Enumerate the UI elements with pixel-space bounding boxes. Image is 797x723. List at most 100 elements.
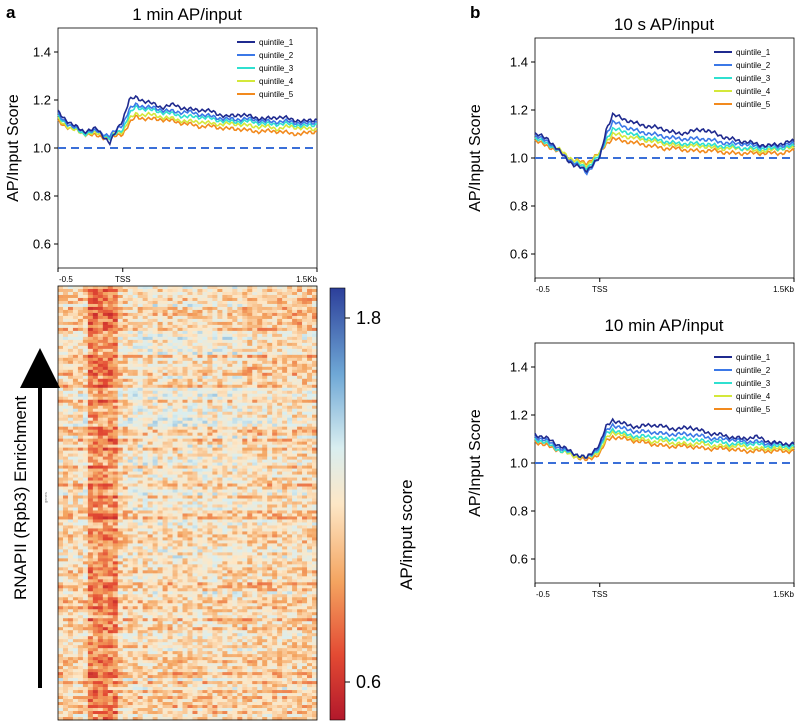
heatmap-cell xyxy=(262,510,268,514)
heatmap-cell xyxy=(212,555,218,559)
heatmap-cell xyxy=(242,480,248,484)
heatmap-cell xyxy=(282,447,288,451)
heatmap-cell xyxy=(82,543,89,547)
heatmap-cell xyxy=(307,414,313,418)
heatmap-cell xyxy=(267,507,273,511)
heatmap-cell xyxy=(277,534,283,538)
heatmap-cell xyxy=(192,474,198,478)
heatmap-cell xyxy=(167,441,173,445)
heatmap-cell xyxy=(162,555,168,559)
heatmap-cell xyxy=(107,546,114,550)
heatmap-cell xyxy=(172,420,178,424)
heatmap-cell xyxy=(157,378,163,383)
heatmap-cell xyxy=(187,564,193,568)
heatmap-cell xyxy=(157,381,163,386)
heatmap-cell xyxy=(207,378,213,383)
heatmap-cell xyxy=(157,537,163,541)
heatmap-cell xyxy=(112,390,119,395)
heatmap-cell xyxy=(232,564,238,568)
heatmap-cell xyxy=(192,345,198,350)
heatmap-cell xyxy=(167,417,173,421)
heatmap-cell xyxy=(257,459,263,463)
heatmap-cell xyxy=(272,315,278,320)
heatmap-cell xyxy=(112,291,119,296)
heatmap-cell xyxy=(197,309,203,314)
heatmap-cell xyxy=(102,381,109,386)
heatmap-cell xyxy=(292,390,298,395)
heatmap-cell xyxy=(217,402,223,407)
heatmap-cell xyxy=(237,318,243,323)
heatmap-cell xyxy=(297,357,303,362)
heatmap-cell xyxy=(177,357,183,362)
heatmap-cell xyxy=(242,525,248,529)
heatmap-cell xyxy=(102,345,109,350)
heatmap-cell xyxy=(222,543,228,547)
heatmap-cell xyxy=(282,432,288,436)
heatmap-cell xyxy=(282,510,288,514)
heatmap-cell xyxy=(182,498,188,502)
heatmap-cell xyxy=(212,528,218,532)
heatmap-cell xyxy=(312,495,318,499)
heatmap-cell xyxy=(137,345,143,350)
heatmap-cell xyxy=(157,510,163,514)
heatmap-cell xyxy=(232,471,238,475)
heatmap-cell xyxy=(232,420,238,424)
heatmap-cell xyxy=(222,438,228,442)
heatmap-cell xyxy=(262,312,268,317)
heatmap-cell xyxy=(277,324,283,329)
heatmap-cell xyxy=(217,519,223,523)
heatmap-cell xyxy=(207,291,213,296)
heatmap-cell xyxy=(297,369,303,374)
heatmap-cell xyxy=(312,507,318,511)
heatmap-cell xyxy=(102,426,109,430)
heatmap-cell xyxy=(67,420,74,424)
heatmap-cell xyxy=(58,351,64,356)
heatmap-cell xyxy=(222,465,228,469)
heatmap-cell xyxy=(62,483,69,487)
heatmap-cell xyxy=(232,513,238,517)
heatmap-cell xyxy=(197,369,203,374)
heatmap-cell xyxy=(142,309,148,314)
heatmap-cell xyxy=(97,345,104,350)
heatmap-cell xyxy=(157,303,163,308)
heatmap-cell xyxy=(297,429,303,433)
heatmap-cell xyxy=(287,300,293,305)
heatmap-cell xyxy=(62,381,69,386)
heatmap-cell xyxy=(192,306,198,311)
heatmap-cell xyxy=(107,468,114,472)
heatmap-cell xyxy=(222,462,228,466)
heatmap-cell xyxy=(257,450,263,454)
heatmap-cell xyxy=(77,510,84,514)
heatmap-cell xyxy=(247,318,253,323)
heatmap-cell xyxy=(307,348,313,353)
heatmap-cell xyxy=(267,306,273,311)
heatmap-cell xyxy=(172,372,178,377)
heatmap-cell xyxy=(162,537,168,541)
heatmap-cell xyxy=(62,402,69,407)
heatmap-cell xyxy=(277,393,283,398)
heatmap-cell xyxy=(287,501,293,505)
heatmap-cell xyxy=(222,564,228,568)
heatmap-cell xyxy=(112,303,119,308)
heatmap-cell xyxy=(137,354,143,359)
heatmap-cell xyxy=(282,387,288,392)
heatmap-cell xyxy=(272,441,278,445)
heatmap-cell xyxy=(197,354,203,359)
heatmap-cell xyxy=(182,378,188,383)
heatmap-cell xyxy=(202,534,208,538)
heatmap-cell xyxy=(307,297,313,302)
heatmap-cell xyxy=(117,405,124,410)
heatmap-cell xyxy=(247,507,253,511)
heatmap-cell xyxy=(247,348,253,353)
heatmap-cell xyxy=(307,453,313,457)
heatmap-cell xyxy=(227,561,233,565)
heatmap-cell xyxy=(107,564,114,568)
heatmap-cell xyxy=(222,366,228,371)
heatmap-cell xyxy=(102,303,109,308)
heatmap-cell xyxy=(112,360,119,365)
heatmap-cell xyxy=(58,456,64,460)
heatmap-cell xyxy=(242,492,248,496)
heatmap-cell xyxy=(97,354,104,359)
heatmap-cell xyxy=(167,489,173,493)
heatmap-cell xyxy=(187,417,193,421)
